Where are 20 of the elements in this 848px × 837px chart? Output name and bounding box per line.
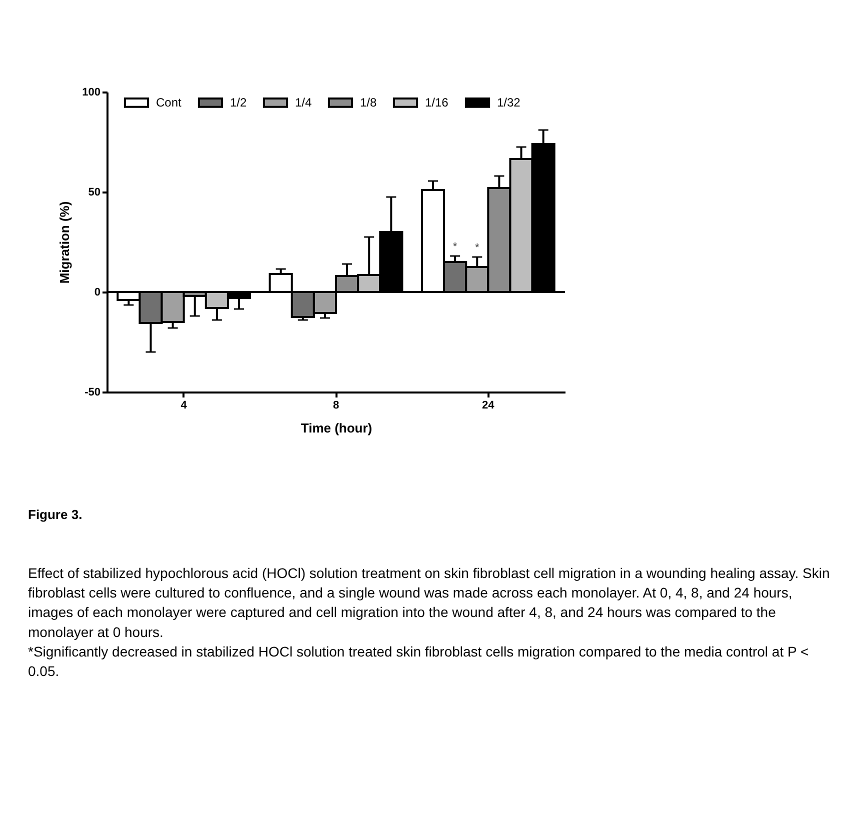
x-axis-title: Time (hour) xyxy=(300,420,372,436)
data-label: * xyxy=(452,241,458,253)
caption: Figure 3. xyxy=(28,507,82,522)
y-tick-label: 50 xyxy=(88,186,100,198)
legend-label: 1/32 xyxy=(497,96,521,110)
text: *Significantly decreased in stabilized HOCl solution treated skin fibroblast cells migration compared to the media control at P < 0.05. xyxy=(28,643,809,679)
legend-label: 1/8 xyxy=(360,96,378,110)
x-tick-label: 24 xyxy=(482,400,496,412)
text: Effect of stabilized hypochlorous acid (HOCl) solution treatment on skin fibroblast cell migration in a wounding healing assay. Skin fibroblast cells were cultured to confluence, and a single wound was made across each monolayer. At 0, 4, 8, and 24 hours, images of each monolayer were captured and cell migration into the wound after 4, 8, and 24 hours was compared to the monolayer at 0 hours. xyxy=(28,565,830,640)
legend-label: 1/4 xyxy=(295,96,312,110)
legend-label: 1/2 xyxy=(230,96,248,110)
y-tick-label: 0 xyxy=(94,286,100,298)
x-tick-label: 4 xyxy=(180,400,188,412)
y-tick-label: 100 xyxy=(82,86,100,98)
data-label: * xyxy=(474,242,480,254)
y-tick-label: -50 xyxy=(84,386,100,398)
legend-label: Cont xyxy=(156,96,182,110)
legend-label: 1/16 xyxy=(425,96,449,110)
y-axis-title: Migration (%) xyxy=(57,201,72,284)
x-tick-label: 8 xyxy=(332,400,340,412)
